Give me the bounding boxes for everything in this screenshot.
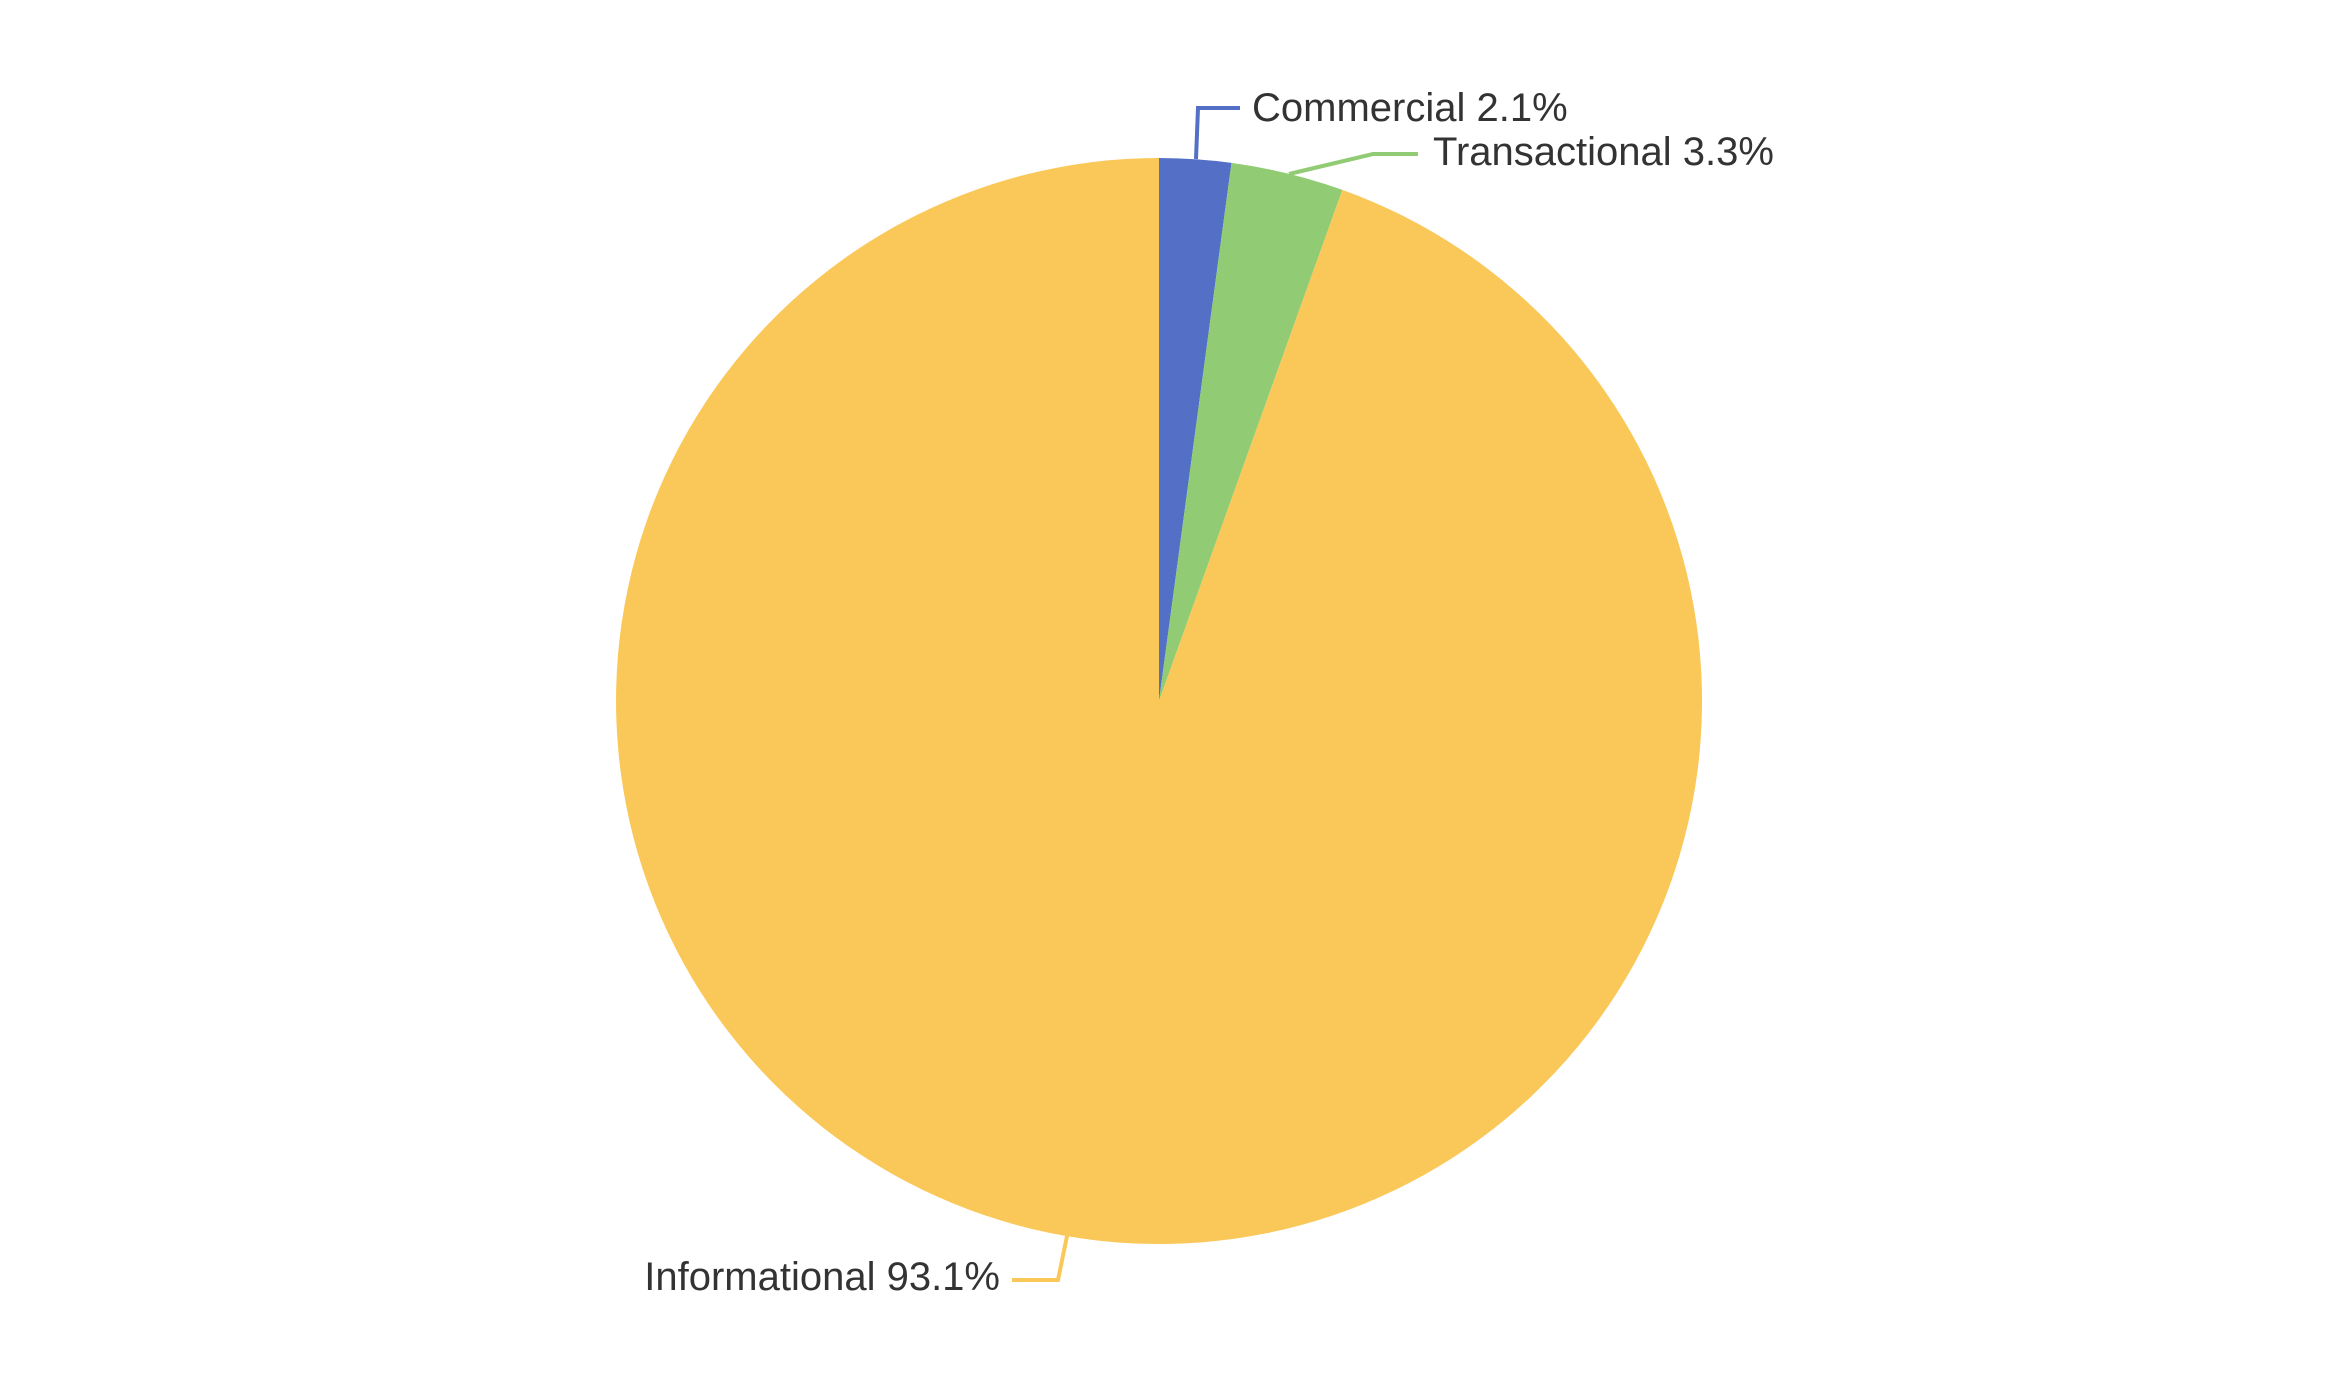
pie-slice-transactional[interactable]	[1159, 162, 1343, 701]
pie-slice-informational[interactable]	[616, 158, 1703, 1244]
slice-label-commercial: Commercial 2.1%	[1252, 86, 1568, 130]
label-line-commercial	[1194, 106, 1240, 160]
label-line-transactional	[1288, 152, 1418, 176]
slice-label-informational: Informational 93.1%	[644, 1255, 1000, 1299]
label-line-informational	[1012, 1235, 1069, 1282]
slice-label-transactional: Transactional 3.3%	[1433, 130, 1774, 174]
pie-slice-commercial[interactable]	[1159, 158, 1232, 701]
